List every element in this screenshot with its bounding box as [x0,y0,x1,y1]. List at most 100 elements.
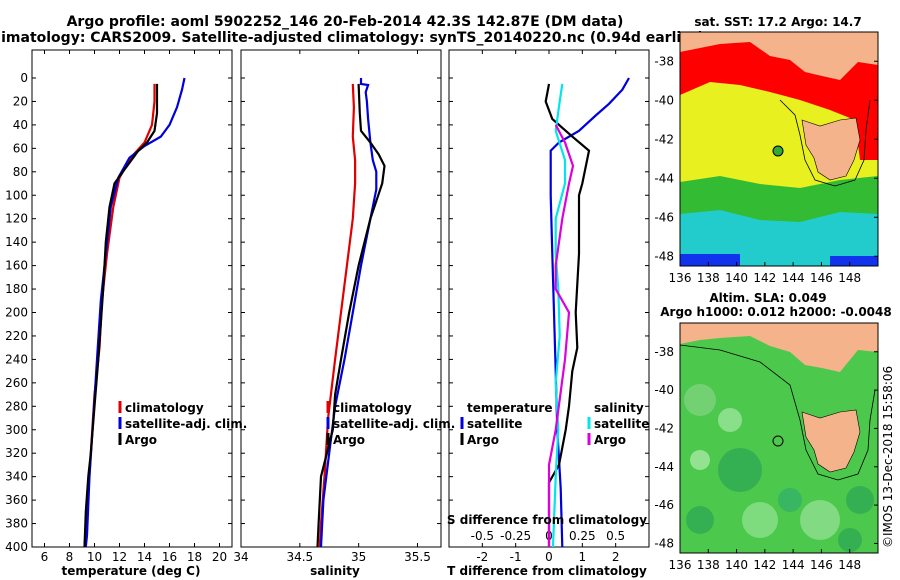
sla-blob [800,500,840,540]
difference-xlabel: T difference from climatology [447,564,647,578]
y-tick-label: 220 [5,329,28,343]
legend-climatology: climatology [125,401,204,415]
sla-blob [846,486,874,514]
x-tick-label: 1 [579,550,587,564]
map-axis-ticks: 136 138 140 142 144 146 148 -38 -40 -42 -44 -46 -48 1… [654,54,878,572]
y-tick-label: 320 [5,446,28,460]
series-s-satellite [551,83,567,548]
sla-blob [690,450,710,470]
map-y-tick-label: -48 [654,249,674,263]
legend-climatology: climatology [333,401,412,415]
map-x-tick-label: 136 [669,271,692,285]
y-tick-label: 140 [5,235,28,249]
profile-series [83,77,630,548]
sla-blob [838,528,862,552]
y-tick-label: 380 [5,517,28,531]
x-tick-label: 6 [41,550,49,564]
sst-argo-marker [772,145,784,157]
difference-legend: temperature satellite Argo salinity sate… [460,401,649,447]
sla-mainland [680,323,878,372]
map-x-tick-label: 140 [725,271,748,285]
map-x-tick-label: 138 [697,558,720,572]
map-y-tick-label: -40 [654,383,674,397]
x-tick-label: 10 [87,550,102,564]
x-tick-label: 12 [112,550,127,564]
y-tick-label: 340 [5,470,28,484]
temperature-panel [31,49,233,548]
y-tick-label: 280 [5,399,28,413]
sst-cyan-band [680,210,878,266]
map-x-tick-label: 146 [810,271,833,285]
series-climatology [318,83,357,548]
sla-blob [718,448,762,492]
sla-anomaly-blobs [684,384,874,552]
map-x-tick-label: 148 [838,271,861,285]
sla-tasmania [801,409,861,473]
map-y-tick-label: -40 [654,93,674,107]
x-tick-label: 35 [351,550,366,564]
map-x-tick-label: 144 [782,558,805,572]
series-argo [83,83,159,548]
x-tick-label: 34 [233,550,248,564]
sla-blob [718,408,742,432]
s-tick-label: -0.5 [471,529,494,543]
salinity-panel [240,49,442,548]
y-tick-label: 260 [5,376,28,390]
map-x-tick-label: 144 [782,271,805,285]
map-x-tick-label: 138 [697,271,720,285]
map-x-tick-label: 136 [669,558,692,572]
y-tick-label: 60 [13,141,28,155]
sla-map-title: Altim. SLA: 0.049 [709,291,826,305]
s-tick-label: 0.25 [569,529,596,543]
legend-s-satellite: satellite [594,417,649,431]
title-line-2: Climatology: CARS2009. Satellite-adjuste… [0,30,704,46]
map-y-tick-label: -44 [654,460,674,474]
map-y-tick-label: -44 [654,171,674,185]
salinity-xlabel: salinity [310,564,360,578]
y-tick-label: 160 [5,259,28,273]
y-tick-label: 400 [5,540,28,554]
temperature-legend: climatology satellite-adj. clim. Argo [118,401,247,447]
map-y-tick-label: -42 [654,421,674,435]
y-tick-label: 0 [20,71,28,85]
s-tick-label: -0.25 [500,529,531,543]
x-tick-label: 35.5 [404,550,431,564]
map-y-tick-label: -42 [654,132,674,146]
x-tick-label: 14 [137,550,152,564]
sst-blue-strip [680,254,740,266]
sst-shelf-contour [779,99,871,187]
map-x-tick-label: 140 [725,558,748,572]
y-tick-label: 360 [5,493,28,507]
sst-mainland [680,32,878,80]
sla-blob [684,384,716,416]
series-s-argo [547,124,575,547]
imos-footer: ©IMOS 13-Dec-2018 15:58:06 [881,366,895,548]
legend-satellite-adj: satellite-adj. clim. [125,417,247,431]
x-tick-label: 18 [187,550,202,564]
legend-t-satellite: satellite [467,417,522,431]
x-tick-label: -2 [476,550,488,564]
sst-map-frame [679,31,879,267]
salinity-legend: climatology satellite-adj. clim. Argo [326,401,455,447]
y-tick-label: 80 [13,165,28,179]
sst-tasmania [801,117,861,181]
x-tick-label: 20 [212,550,227,564]
map-x-tick-label: 142 [753,558,776,572]
y-tick-label: 300 [5,423,28,437]
map-y-tick-label: -46 [654,498,674,512]
sla-map-frame [679,322,879,554]
map-x-tick-label: 142 [753,271,776,285]
x-tick-label: 8 [66,550,74,564]
series-argo [316,83,386,548]
sla-map [679,322,879,554]
s-difference-label: S difference from climatology [447,513,647,527]
legend-satellite-adj: satellite-adj. clim. [333,417,455,431]
sla-argo-marker [772,435,784,447]
y-tick-label: 100 [5,188,28,202]
sst-map-title: sat. SST: 17.2 Argo: 14.7 [694,15,861,29]
sla-map-subtitle: Argo h1000: 0.012 h2000: -0.0048 [660,305,891,319]
sst-map [679,31,879,267]
y-tick-label: 180 [5,282,28,296]
sla-shelf-contour [680,344,876,481]
